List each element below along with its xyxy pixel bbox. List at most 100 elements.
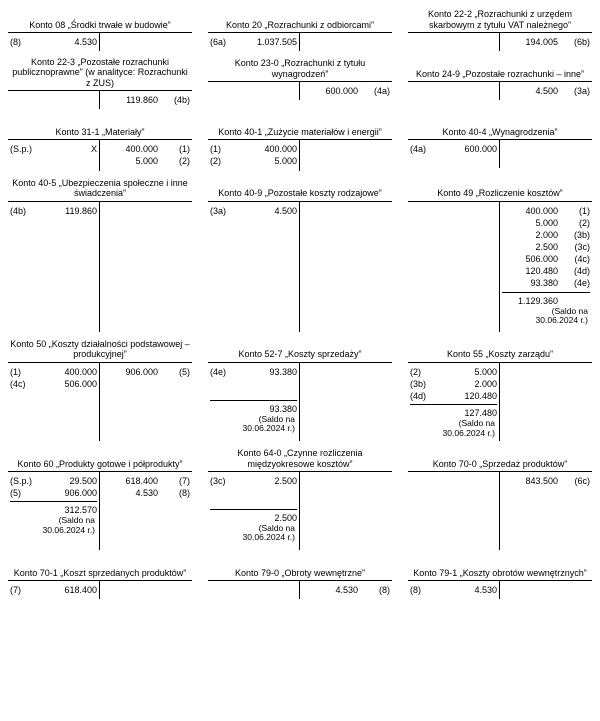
entry-ref: (2) xyxy=(562,217,590,229)
credit-entry: 5.000 (2) xyxy=(502,217,590,229)
entry-ref: (4b) xyxy=(162,94,190,106)
debit-entry: (4b) 119.860 xyxy=(10,205,97,217)
debit-entry: (1) 400.000 xyxy=(10,366,97,378)
entry-ref: (3c) xyxy=(562,241,590,253)
account-body: (4b) 119.860 xyxy=(8,201,192,332)
entry-amount: 194.005 xyxy=(502,36,558,48)
debit-side: (7) 618.400 xyxy=(8,581,100,599)
credit-entry: 506.000 (4c) xyxy=(502,253,590,265)
credit-entry: 400.000 (1) xyxy=(102,143,190,155)
sum-block: 2.500 (Saldo na30.06.2024 r.) xyxy=(210,509,297,543)
account-body: 4.500 (3a) xyxy=(408,81,592,100)
account-title: Konto 79-1 „Koszty obrotów wewnętrznych” xyxy=(408,556,592,580)
debit-entry: (2) 5.000 xyxy=(210,155,297,167)
entry-ref: (2) xyxy=(162,155,190,167)
account-title: Konto 79-0 „Obroty wewnętrzne” xyxy=(208,556,392,580)
sum-block: 1.129.360 (Saldo na30.06.2024 r.) xyxy=(502,292,590,326)
entry-ref: (4d) xyxy=(410,390,438,402)
debit-entry: (2) 5.000 xyxy=(410,366,497,378)
t-account: Konto 64-0 „Czynne rozliczenia międzyokr… xyxy=(208,447,392,550)
entry-amount: 93.380 xyxy=(242,366,297,378)
credit-entry: 600.000 (4a) xyxy=(302,85,390,97)
debit-side xyxy=(208,581,300,599)
t-account: Konto 60 „Produkty gotowe i półprodukty”… xyxy=(8,447,192,550)
entry-ref: (2) xyxy=(210,155,238,167)
debit-side: (1) 400.000 (4c) 506.000 xyxy=(8,363,100,441)
account-title: Konto 31-1 „Materiały” xyxy=(8,115,192,139)
entry-amount: 2.500 xyxy=(502,241,558,253)
account-body: (4a) 600.000 xyxy=(408,139,592,168)
credit-entry: 906.000 (5) xyxy=(102,366,190,378)
credit-side xyxy=(300,33,392,51)
entry-amount: 2.000 xyxy=(502,229,558,241)
entry-ref: (4b) xyxy=(10,205,38,217)
entry-amount: 119.860 xyxy=(102,94,158,106)
account-title: Konto 49 „Rozliczenie kosztów” xyxy=(408,177,592,201)
debit-entry: (3c) 2.500 xyxy=(210,475,297,487)
account-title: Konto 22-2 „Rozrachunki z urzędem skarbo… xyxy=(408,8,592,32)
debit-side: (4a) 600.000 xyxy=(408,140,500,168)
account-body: 400.000 (1) 5.000 (2) 2.000 (3b) 2.500 (… xyxy=(408,201,592,332)
entry-ref: (3c) xyxy=(210,475,238,487)
debit-side xyxy=(408,472,500,550)
credit-entry: 4.500 (3a) xyxy=(502,85,590,97)
entry-amount: 618.400 xyxy=(42,584,97,596)
t-account: Konto 79-1 „Koszty obrotów wewnętrznych”… xyxy=(408,556,592,599)
debit-side: (S.p.) X xyxy=(8,140,100,170)
entry-amount: 600.000 xyxy=(302,85,358,97)
t-account: Konto 55 „Koszty zarządu” (2) 5.000 (3b)… xyxy=(408,338,592,441)
debit-side xyxy=(408,33,500,51)
entry-amount: 4.530 xyxy=(302,584,358,596)
t-account: Konto 40-1 „Zużycie materiałów i energii… xyxy=(208,115,392,170)
entry-ref: (7) xyxy=(162,475,190,487)
entry-ref: (1) xyxy=(562,205,590,217)
debit-entry: (1) 400.000 xyxy=(210,143,297,155)
entry-amount: 5.000 xyxy=(102,155,158,167)
credit-entry: 5.000 (2) xyxy=(102,155,190,167)
debit-side: (8) 4.530 xyxy=(8,33,100,51)
entry-ref: (4e) xyxy=(210,366,238,378)
balance-note: (Saldo na30.06.2024 r.) xyxy=(410,419,497,438)
credit-entry: 93.380 (4e) xyxy=(502,277,590,289)
entry-ref: (8) xyxy=(162,487,190,499)
account-title: Konto 22-3 „Pozostałe rozrachunki public… xyxy=(8,57,192,90)
account-title: Konto 40-1 „Zużycie materiałów i energii… xyxy=(208,115,392,139)
entry-ref: (3b) xyxy=(410,378,438,390)
account-title: Konto 40-9 „Pozostałe koszty rodzajowe” xyxy=(208,177,392,201)
account-title: Konto 70-0 „Sprzedaż produktów” xyxy=(408,447,592,471)
debit-side: (1) 400.000 (2) 5.000 xyxy=(208,140,300,170)
entry-ref: (4c) xyxy=(562,253,590,265)
account-body: (7) 618.400 xyxy=(8,580,192,599)
account-title: Konto 64-0 „Czynne rozliczenia międzyokr… xyxy=(208,447,392,471)
credit-side: 843.500 (6c) xyxy=(500,472,592,550)
t-account: Konto 40-5 „Ubezpieczenia społeczne i in… xyxy=(8,177,192,332)
credit-side: 400.000 (1) 5.000 (2) 2.000 (3b) 2.500 (… xyxy=(500,202,592,332)
balance-note: (Saldo na30.06.2024 r.) xyxy=(10,516,97,535)
credit-side: 194.005 (6b) xyxy=(500,33,592,51)
debit-entry: (S.p.) 29.500 xyxy=(10,475,97,487)
entry-ref: (3b) xyxy=(562,229,590,241)
entry-amount: 600.000 xyxy=(442,143,497,155)
t-account: Konto 22-2 „Rozrachunki z urzędem skarbo… xyxy=(408,8,592,51)
t-account: Konto 31-1 „Materiały” (S.p.) X 400.000 … xyxy=(8,115,192,170)
entry-ref: (4a) xyxy=(410,143,438,155)
account-title: Konto 24-9 „Pozostałe rozrachunki – inne… xyxy=(408,57,592,81)
account-title: Konto 08 „Środki trwałe w budowie” xyxy=(8,8,192,32)
entry-amount: 29.500 xyxy=(42,475,97,487)
debit-entry: (8) 4.530 xyxy=(410,584,497,596)
entry-amount: 120.480 xyxy=(442,390,497,402)
debit-side: (3c) 2.500 2.500 (Saldo na30.06.2024 r.) xyxy=(208,472,300,550)
credit-entry: 4.530 (8) xyxy=(102,487,190,499)
entry-amount: 400.000 xyxy=(42,366,97,378)
t-account: Konto 40-4 „Wynagrodzenia” (4a) 600.000 xyxy=(408,115,592,170)
sum-amount: 1.129.360 xyxy=(502,295,558,307)
entry-amount: 618.400 xyxy=(102,475,158,487)
entry-ref: (1) xyxy=(210,143,238,155)
account-body: 194.005 (6b) xyxy=(408,32,592,51)
entry-ref: (1) xyxy=(10,366,38,378)
entry-ref: (2) xyxy=(410,366,438,378)
credit-side xyxy=(300,363,392,441)
debit-entry: (3b) 2.000 xyxy=(410,378,497,390)
entry-ref: (S.p.) xyxy=(10,475,38,487)
credit-side: 618.400 (7) 4.530 (8) xyxy=(100,472,192,550)
